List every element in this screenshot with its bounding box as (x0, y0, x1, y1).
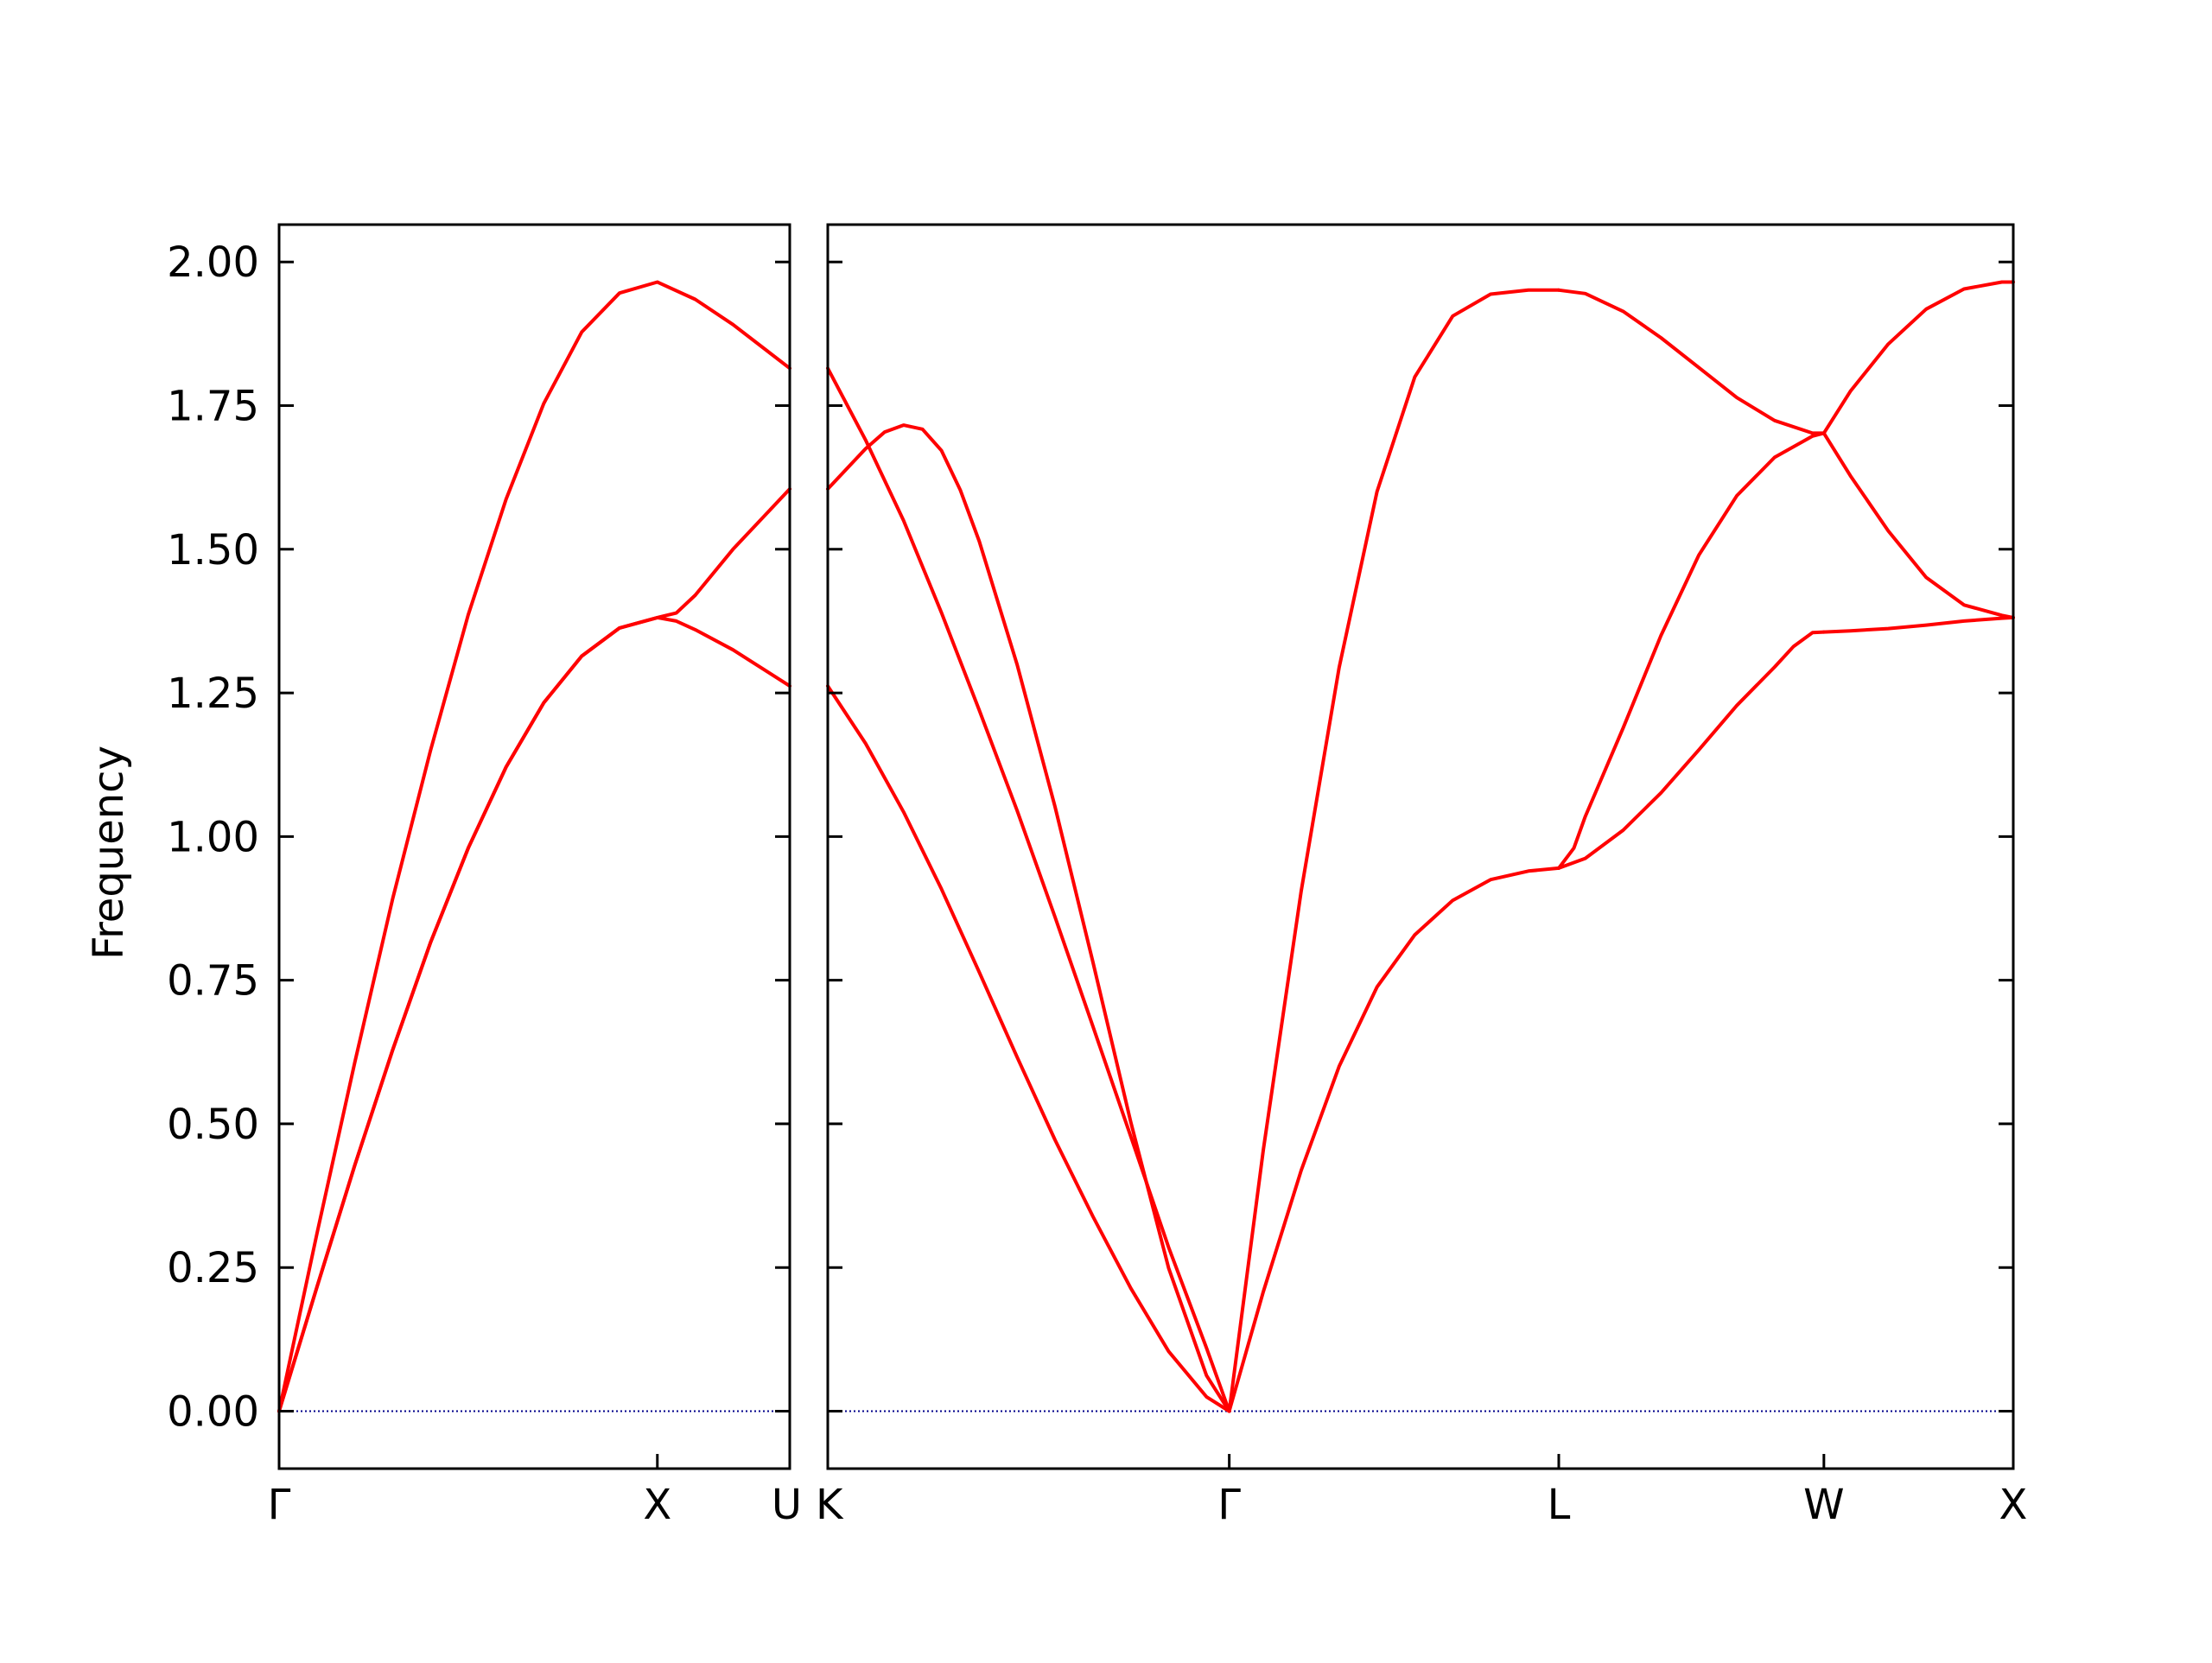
y-tick-label: 2.00 (167, 238, 259, 287)
band-line-3 (826, 684, 1231, 1413)
band-line-6 (1557, 288, 1826, 435)
band-line-2 (277, 487, 791, 1413)
y-tick-label: 1.75 (167, 383, 259, 431)
y-tick-label: 1.00 (167, 813, 259, 861)
band-line-9 (1821, 280, 2015, 435)
y-tick-label: 0.75 (167, 957, 259, 1006)
y-tick-label: 0.25 (167, 1244, 259, 1292)
x-tick-label: X (1999, 1481, 2028, 1529)
y-tick-label: 0.50 (167, 1101, 259, 1149)
band-line-10 (1821, 431, 2015, 619)
band-line-8 (1557, 630, 1826, 870)
x-tick-label: K (816, 1481, 844, 1529)
band-line-2 (826, 366, 1231, 1413)
x-tick-label: Γ (268, 1481, 291, 1529)
band-line-11 (1821, 615, 2015, 634)
band-line-5 (1227, 866, 1560, 1413)
plot-frame (277, 223, 791, 1470)
band-line-1 (277, 280, 791, 1413)
plot-frame (826, 223, 2015, 1470)
x-tick-label: L (1548, 1481, 1571, 1529)
x-tick-label: U (772, 1481, 802, 1529)
band-line-4 (1227, 288, 1560, 1413)
band-line-3 (277, 615, 791, 1413)
x-tick-label: X (643, 1481, 671, 1529)
y-tick-label: 0.00 (167, 1387, 259, 1436)
y-tick-label: 1.50 (167, 526, 259, 574)
y-axis-label: Frequency (85, 746, 133, 960)
band-line-7 (1557, 431, 1826, 870)
y-tick-label: 1.25 (167, 670, 259, 718)
x-tick-label: W (1803, 1481, 1844, 1529)
band-line-1 (826, 423, 1231, 1413)
x-tick-label: Γ (1217, 1481, 1241, 1529)
